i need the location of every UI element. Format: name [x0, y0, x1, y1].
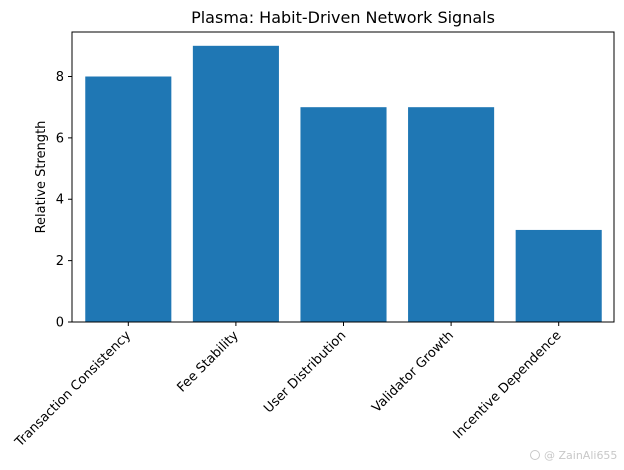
bar-user-distribution — [300, 107, 387, 322]
watermark-text: @ ZainAli655 — [544, 449, 617, 462]
bar-transaction-consistency — [85, 76, 172, 322]
watermark-logo-icon — [530, 450, 540, 460]
bars-group — [85, 45, 602, 323]
bar-fee-stability — [192, 45, 279, 323]
x-axis-ticks: Transaction Consistency Fee Stability User… — [12, 322, 565, 451]
x-tick-label: Validator Growth — [369, 328, 457, 416]
x-tick-label: User Distribution — [261, 328, 349, 416]
bar-validator-growth — [408, 107, 495, 322]
x-tick-label: Incentive Dependence — [451, 328, 565, 442]
x-tick-label: Transaction Consistency — [12, 328, 135, 451]
y-tick-label: 0 — [56, 316, 64, 331]
y-axis-label: Relative Strength — [34, 121, 49, 234]
watermark: @ ZainAli655 — [530, 449, 617, 462]
y-tick-label: 4 — [56, 193, 64, 208]
y-tick-label: 2 — [56, 254, 64, 269]
bar-incentive-dependence — [515, 229, 602, 322]
plot-area-frame — [71, 31, 615, 323]
y-tick-label: 8 — [56, 70, 64, 85]
x-tick-label: Fee Stability — [174, 328, 241, 395]
y-axis-ticks: 0 2 4 6 8 — [56, 70, 72, 331]
y-tick-label: 6 — [56, 131, 64, 146]
chart-title: Plasma: Habit-Driven Network Signals — [191, 8, 495, 27]
